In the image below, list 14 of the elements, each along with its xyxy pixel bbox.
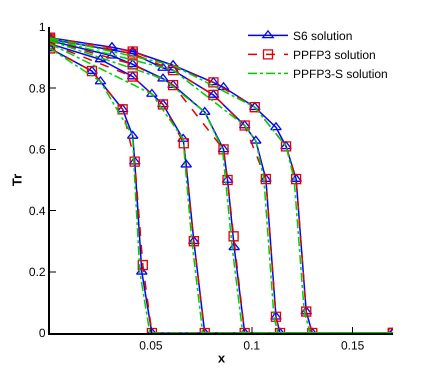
x-tick-label: 0.1 <box>243 338 260 352</box>
y-tick-label: 1 <box>38 20 46 34</box>
x-tick-label: 0.15 <box>340 338 365 352</box>
y-tick-label: 0.4 <box>28 204 46 218</box>
y-tick-label: 0 <box>38 326 46 340</box>
y-axis-title: Tr <box>9 174 24 186</box>
x-tick-label: 0.05 <box>139 338 163 352</box>
legend-label: S6 solution <box>293 29 352 44</box>
legend-label: PPFP3 solution <box>293 48 376 62</box>
y-tick-label: 0.2 <box>28 265 46 279</box>
y-tick-label: 0.6 <box>28 142 46 157</box>
x-axis-title: x <box>218 350 226 366</box>
y-tick-label: 0.8 <box>28 81 46 96</box>
legend-label: PPFP3-S solution <box>293 67 388 82</box>
